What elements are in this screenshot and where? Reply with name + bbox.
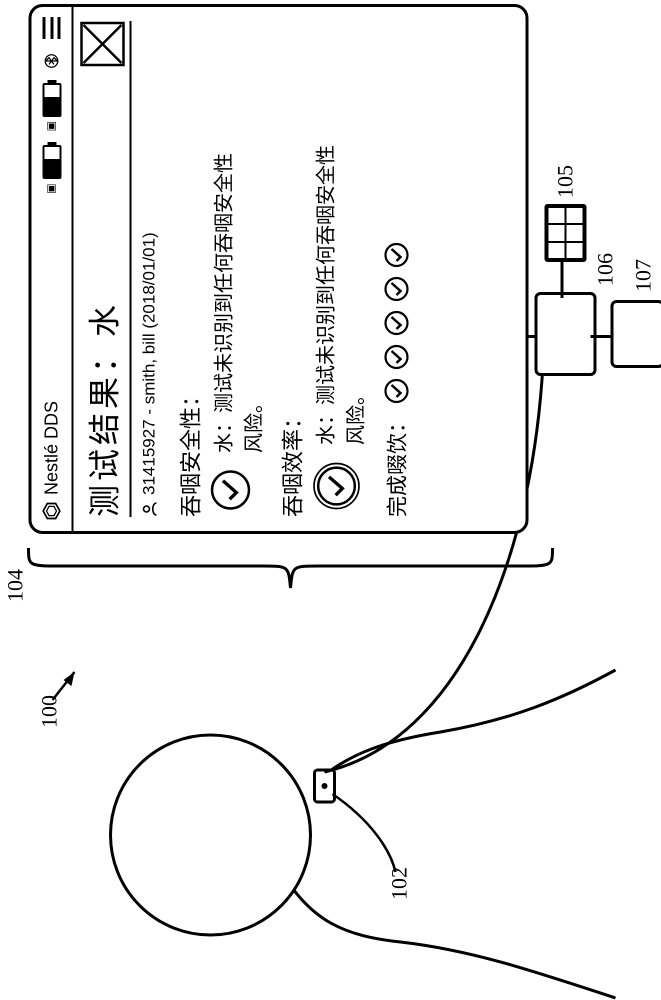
patient-label: 31415927 - smith, bill (2018/01/01) <box>139 232 159 495</box>
brand-label: Nestlé DDS <box>41 401 62 495</box>
brand: Nestlé DDS <box>41 401 62 521</box>
done-row: 完成啜饮： <box>381 21 411 517</box>
ref-106-label: 106 <box>592 253 618 286</box>
grid-105 <box>544 204 586 262</box>
safety-l2: 风险。 <box>239 153 269 453</box>
box-106 <box>534 292 596 376</box>
ref-105-label: 105 <box>552 165 578 198</box>
status-icons: ▣ ▣ <box>41 17 61 194</box>
check-chevron-icon <box>209 469 251 511</box>
box-107 <box>610 300 661 368</box>
connector-106-107 <box>590 335 612 338</box>
safety-l1-rest: 测试未识别到任何吞咽安全性 <box>213 153 235 413</box>
battery-a-icon <box>42 145 61 179</box>
connector-tablet-106 <box>528 335 537 338</box>
sip-check-icon <box>383 310 409 336</box>
close-icon[interactable] <box>79 21 125 67</box>
tablet-body: 测试结果：水 31415927 - smith, bill (2018/01/0… <box>73 7 525 531</box>
battery-a: ▣ <box>42 145 61 193</box>
bluetooth-icon <box>41 53 61 69</box>
ref-102-label: 102 <box>386 867 412 900</box>
menu-icon[interactable] <box>42 17 60 39</box>
battery-b: ▣ <box>42 83 61 131</box>
page-title: 测试结果：水 <box>79 301 125 517</box>
check-double-chevron-icon <box>311 461 361 511</box>
brand-hex-icon <box>41 501 61 521</box>
person-icon <box>141 501 157 517</box>
ref-100-label: 100 <box>36 695 62 728</box>
battery-a-badge: ▣ <box>46 183 57 193</box>
sip-check-icon <box>383 344 409 370</box>
battery-b-badge: ▣ <box>46 121 57 131</box>
safety-l1-bold: 水： <box>213 413 235 453</box>
sip-check-icon <box>383 242 409 268</box>
ref-107-label: 107 <box>630 259 656 292</box>
patient-row: 31415927 - smith, bill (2018/01/01) <box>135 21 167 517</box>
connector-106-105 <box>560 262 563 298</box>
efficiency-block: 水：测试未识别到任何吞咽安全性 风险。 <box>311 21 371 517</box>
brace-104 <box>22 536 558 596</box>
tablet-device: Nestlé DDS ▣ ▣ <box>28 4 528 534</box>
efficiency-text: 水：测试未识别到任何吞咽安全性 风险。 <box>311 145 371 445</box>
eff-l1-bold: 水： <box>315 405 337 445</box>
eff-l2: 风险。 <box>341 145 371 445</box>
done-label: 完成啜饮： <box>381 412 411 517</box>
safety-text: 水：测试未识别到任何吞咽安全性 风险。 <box>209 153 269 453</box>
eff-l1-rest: 测试未识别到任何吞咽安全性 <box>315 145 337 405</box>
sip-check-icon <box>383 276 409 302</box>
sip-check-icon <box>383 378 409 404</box>
title-row: 测试结果：水 <box>79 21 131 517</box>
safety-heading: 吞咽安全性： <box>173 21 205 517</box>
battery-b-icon <box>42 83 61 117</box>
efficiency-heading: 吞咽效率： <box>275 21 307 517</box>
rotated-layer: 100 102 104 <box>0 0 661 1000</box>
safety-block: 水：测试未识别到任何吞咽安全性 风险。 <box>209 21 269 517</box>
status-bar: Nestlé DDS ▣ ▣ <box>31 7 73 531</box>
figure-stage: 100 102 104 <box>0 0 661 1000</box>
ref-104-label: 104 <box>2 569 28 602</box>
